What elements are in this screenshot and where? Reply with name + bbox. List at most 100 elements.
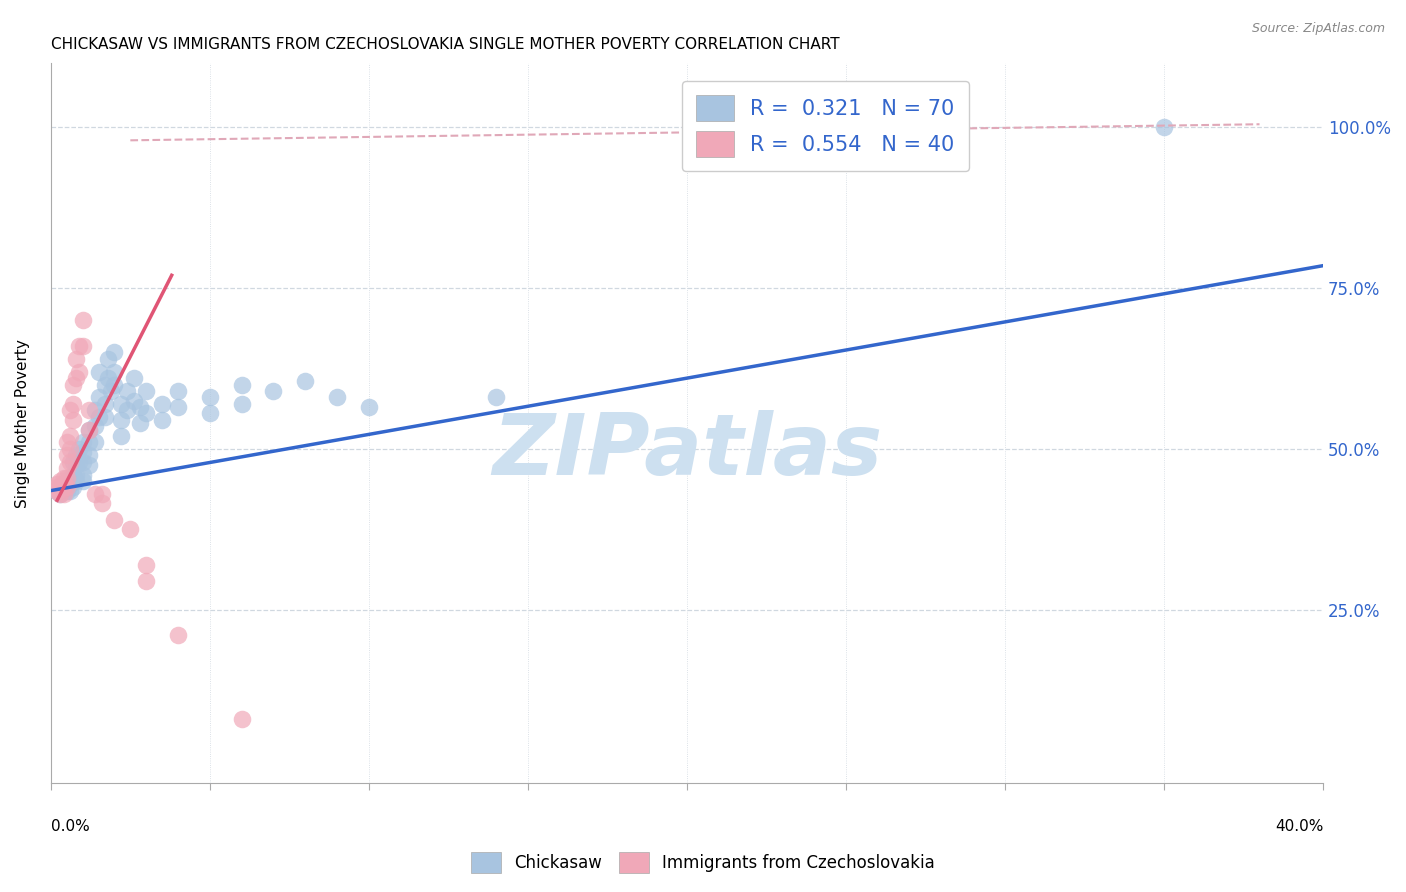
Point bbox=[97, 371, 120, 385]
Point bbox=[103, 377, 125, 392]
Point bbox=[52, 471, 75, 485]
Point bbox=[231, 377, 253, 392]
Point bbox=[55, 435, 77, 450]
Point bbox=[122, 393, 145, 408]
Point bbox=[49, 483, 72, 498]
Point bbox=[49, 480, 72, 494]
Point bbox=[65, 448, 87, 462]
Text: CHICKASAW VS IMMIGRANTS FROM CZECHOSLOVAKIA SINGLE MOTHER POVERTY CORRELATION CH: CHICKASAW VS IMMIGRANTS FROM CZECHOSLOVA… bbox=[51, 37, 839, 53]
Point bbox=[87, 409, 110, 424]
Point bbox=[122, 371, 145, 385]
Point bbox=[52, 480, 75, 494]
Point bbox=[62, 413, 84, 427]
Point bbox=[55, 483, 77, 498]
Point bbox=[110, 429, 132, 443]
Point bbox=[326, 391, 349, 405]
Point bbox=[49, 487, 72, 501]
Point bbox=[62, 467, 84, 482]
Point bbox=[69, 339, 91, 353]
Point bbox=[77, 435, 100, 450]
Point bbox=[485, 391, 508, 405]
Point bbox=[294, 375, 316, 389]
Point bbox=[84, 487, 107, 501]
Point bbox=[100, 384, 122, 398]
Point bbox=[69, 442, 91, 456]
Point bbox=[59, 429, 82, 443]
Point bbox=[110, 413, 132, 427]
Point bbox=[72, 339, 94, 353]
Text: ZIPatlas: ZIPatlas bbox=[492, 410, 882, 493]
Point bbox=[65, 474, 87, 488]
Point bbox=[84, 403, 107, 417]
Point bbox=[62, 480, 84, 494]
Point bbox=[69, 455, 91, 469]
Point bbox=[72, 474, 94, 488]
Point bbox=[357, 400, 380, 414]
Point bbox=[46, 483, 69, 498]
Point bbox=[72, 313, 94, 327]
Text: 0.0%: 0.0% bbox=[51, 819, 90, 834]
Point bbox=[150, 397, 173, 411]
Point bbox=[103, 365, 125, 379]
Point bbox=[77, 448, 100, 462]
Point bbox=[55, 474, 77, 488]
Point bbox=[65, 467, 87, 482]
Y-axis label: Single Mother Poverty: Single Mother Poverty bbox=[15, 339, 30, 508]
Point bbox=[52, 487, 75, 501]
Point bbox=[94, 409, 117, 424]
Point bbox=[55, 448, 77, 462]
Point bbox=[263, 384, 285, 398]
Point bbox=[84, 435, 107, 450]
Point bbox=[1153, 120, 1175, 135]
Point bbox=[167, 628, 190, 642]
Point bbox=[52, 477, 75, 491]
Point bbox=[198, 407, 221, 421]
Point bbox=[167, 400, 190, 414]
Point bbox=[120, 522, 142, 536]
Point bbox=[59, 403, 82, 417]
Legend: Chickasaw, Immigrants from Czechoslovakia: Chickasaw, Immigrants from Czechoslovaki… bbox=[464, 846, 942, 880]
Point bbox=[77, 423, 100, 437]
Point bbox=[59, 471, 82, 485]
Point bbox=[65, 458, 87, 472]
Point bbox=[72, 445, 94, 459]
Point bbox=[103, 345, 125, 359]
Point bbox=[52, 483, 75, 498]
Point bbox=[77, 423, 100, 437]
Point bbox=[77, 403, 100, 417]
Point bbox=[72, 455, 94, 469]
Point bbox=[90, 487, 112, 501]
Point bbox=[55, 480, 77, 494]
Point bbox=[115, 403, 138, 417]
Point bbox=[97, 351, 120, 366]
Point bbox=[52, 477, 75, 491]
Point bbox=[150, 413, 173, 427]
Point bbox=[62, 397, 84, 411]
Point bbox=[59, 442, 82, 456]
Point bbox=[62, 377, 84, 392]
Point bbox=[46, 480, 69, 494]
Point bbox=[87, 391, 110, 405]
Point bbox=[65, 371, 87, 385]
Point bbox=[59, 483, 82, 498]
Point bbox=[55, 480, 77, 494]
Point bbox=[198, 391, 221, 405]
Point bbox=[135, 407, 157, 421]
Point bbox=[90, 496, 112, 510]
Point bbox=[231, 712, 253, 726]
Point bbox=[167, 384, 190, 398]
Point bbox=[110, 397, 132, 411]
Point bbox=[135, 574, 157, 588]
Point bbox=[87, 365, 110, 379]
Point bbox=[103, 512, 125, 526]
Point bbox=[55, 461, 77, 475]
Text: Source: ZipAtlas.com: Source: ZipAtlas.com bbox=[1251, 22, 1385, 36]
Point bbox=[62, 474, 84, 488]
Point bbox=[49, 480, 72, 494]
Point bbox=[49, 474, 72, 488]
Point bbox=[69, 365, 91, 379]
Point bbox=[72, 467, 94, 482]
Point bbox=[49, 487, 72, 501]
Point bbox=[94, 397, 117, 411]
Point bbox=[135, 384, 157, 398]
